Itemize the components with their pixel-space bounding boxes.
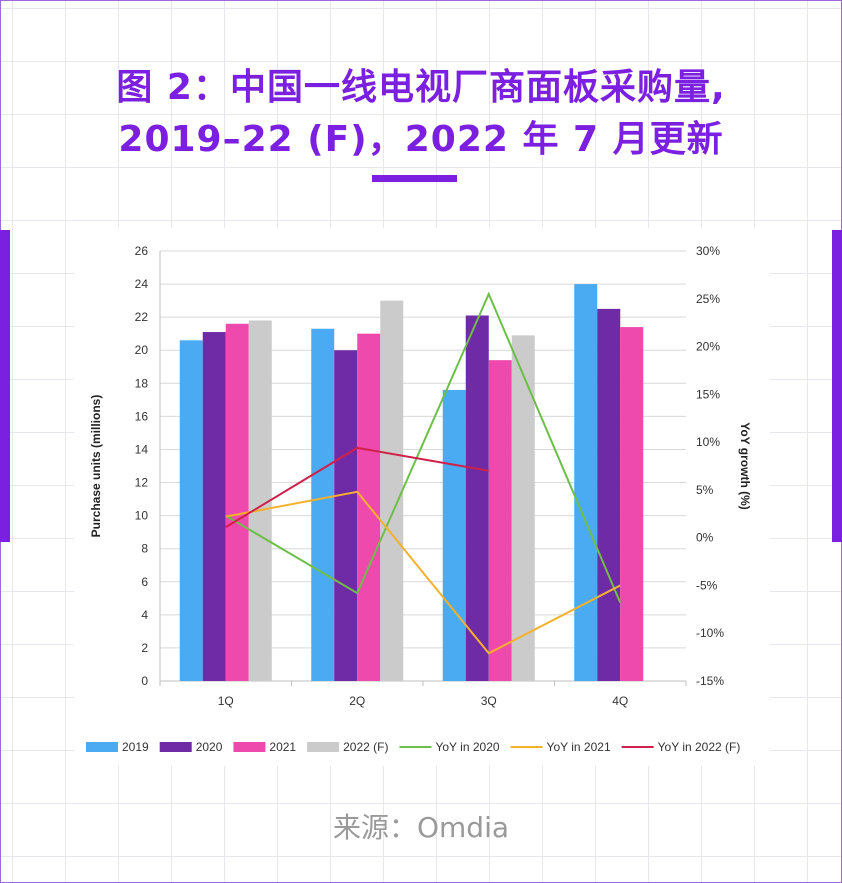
y2-tick-label: -5% bbox=[696, 578, 718, 592]
bar-2019-4q bbox=[574, 284, 598, 681]
y-tick-label: 10 bbox=[135, 509, 149, 523]
y2-tick-label: 10% bbox=[696, 435, 720, 449]
legend-label: 2020 bbox=[196, 740, 223, 754]
legend-label: YoY in 2020 bbox=[435, 740, 499, 754]
bar-2019-2q bbox=[311, 328, 335, 681]
y-tick-label: 26 bbox=[135, 244, 149, 258]
y2-tick-label: 20% bbox=[696, 340, 720, 354]
x-tick-label: 1Q bbox=[218, 694, 234, 708]
source-note: 来源：Omdia bbox=[332, 811, 510, 844]
legend-label: YoY in 2022 (F) bbox=[658, 740, 741, 754]
x-tick-label: 3Q bbox=[481, 694, 497, 708]
x-tick-label: 2Q bbox=[349, 694, 365, 708]
bar-2022-f--2q bbox=[380, 300, 404, 681]
left-accent-bar bbox=[0, 230, 10, 542]
y-tick-label: 24 bbox=[135, 277, 149, 291]
y2-tick-label: -15% bbox=[696, 674, 724, 688]
legend-swatch bbox=[233, 742, 266, 752]
y-axis-title: Purchase units (millions) bbox=[89, 395, 103, 538]
y-tick-label: 12 bbox=[135, 476, 149, 490]
y-tick-label: 18 bbox=[135, 376, 149, 390]
legend-label: 2022 (F) bbox=[343, 740, 388, 754]
y-tick-label: 4 bbox=[141, 608, 148, 622]
y2-tick-label: -10% bbox=[696, 626, 724, 640]
bar-2020-2q bbox=[334, 350, 358, 681]
legend-swatch bbox=[307, 742, 340, 752]
line-yoy-in-2020 bbox=[225, 291, 622, 604]
y-tick-label: 6 bbox=[141, 575, 148, 589]
purchase-units-chart: 02468101214161820222426-15%-10%-5%0%5%10… bbox=[86, 244, 752, 754]
y-tick-label: 16 bbox=[135, 409, 149, 423]
y2-tick-label: 25% bbox=[696, 292, 720, 306]
bar-2020-1q bbox=[202, 332, 226, 681]
y-tick-label: 22 bbox=[135, 310, 149, 324]
page-title-line-1: 图 2：中国一线电视厂商面板采购量, bbox=[116, 67, 726, 108]
bar-2021-4q bbox=[620, 327, 644, 681]
legend-label: 2021 bbox=[269, 740, 296, 754]
bar-2021-1q bbox=[225, 323, 249, 681]
page-title-line-2: 2019–22 (F)，2022 年 7 月更新 bbox=[118, 119, 724, 160]
bar-2020-4q bbox=[597, 308, 621, 681]
x-tick-label: 4Q bbox=[612, 694, 628, 708]
legend-label: YoY in 2021 bbox=[547, 740, 611, 754]
legend-swatch bbox=[86, 742, 118, 752]
y-tick-label: 0 bbox=[141, 674, 148, 688]
y2-tick-label: 30% bbox=[696, 244, 720, 258]
y2-tick-label: 15% bbox=[696, 387, 720, 401]
bar-2022-f--3q bbox=[511, 335, 535, 681]
y2-axis-title: YoY growth (%) bbox=[738, 422, 752, 510]
bar-2019-3q bbox=[442, 389, 466, 681]
bar-2019-1q bbox=[179, 340, 203, 681]
bar-2021-3q bbox=[488, 360, 512, 681]
y-tick-label: 8 bbox=[141, 542, 148, 556]
y2-tick-label: 0% bbox=[696, 531, 714, 545]
y-tick-label: 20 bbox=[135, 343, 149, 357]
bar-2022-f--1q bbox=[248, 320, 272, 681]
right-accent-bar bbox=[832, 230, 842, 542]
legend-label: 2019 bbox=[122, 740, 149, 754]
line-yoy-in-2021 bbox=[225, 490, 621, 655]
chart-panel: 0 2 4 6 8 10 12 14 16 18 20 22 24 26 -15% -10% -5% 0% 5% 10… bbox=[74, 228, 770, 766]
y2-tick-label: 5% bbox=[696, 483, 714, 497]
y-tick-label: 2 bbox=[141, 641, 148, 655]
title-underline bbox=[372, 175, 457, 182]
bar-2020-3q bbox=[465, 315, 489, 681]
y-tick-label: 14 bbox=[135, 442, 149, 456]
legend-swatch bbox=[159, 742, 192, 752]
